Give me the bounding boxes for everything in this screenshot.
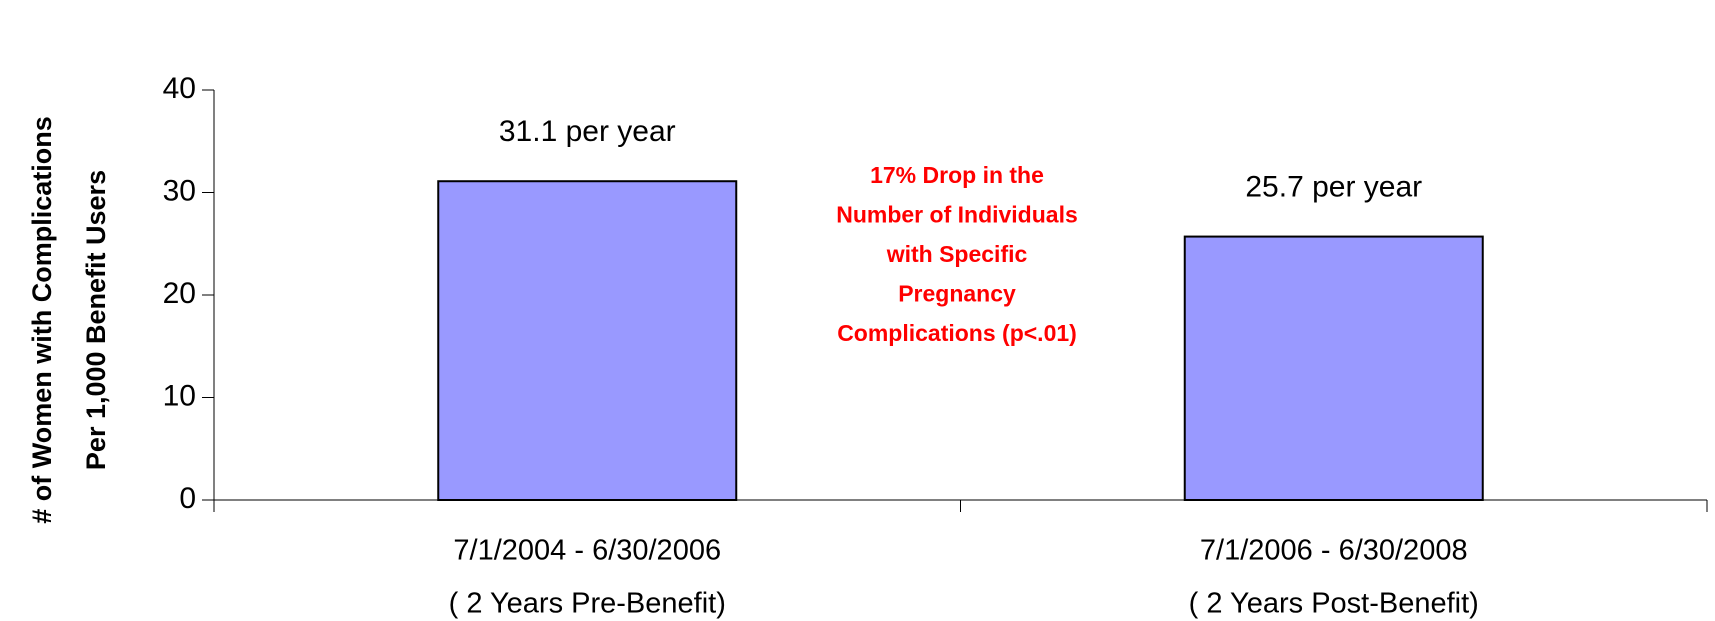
- value-label: 31.1 per year: [499, 115, 676, 148]
- y-tick-label: 30: [163, 174, 196, 207]
- annotation: Number of Individuals: [836, 202, 1078, 228]
- bar: [437, 180, 738, 501]
- y-tick-label: 20: [163, 277, 196, 310]
- value-label: 25.7 per year: [1245, 170, 1422, 203]
- annotation: with Specific: [886, 241, 1028, 267]
- x-tick-label: 7/1/2006 - 6/30/2008: [1200, 535, 1468, 567]
- y-axis-label: # of Women with Complications: [27, 116, 57, 524]
- y-tick-label: 10: [163, 379, 196, 412]
- y-tick-label: 40: [163, 72, 196, 105]
- annotation: Pregnancy: [898, 281, 1016, 307]
- annotation: 17% Drop in the: [870, 162, 1044, 188]
- x-tick-label: ( 2 Years Pre-Benefit): [449, 588, 726, 620]
- annotation: Complications (p<.01): [837, 320, 1077, 346]
- y-tick-label: 0: [179, 482, 196, 515]
- bar: [1183, 235, 1484, 501]
- x-tick-label: 7/1/2004 - 6/30/2006: [453, 535, 721, 567]
- x-tick-label: ( 2 Years Post-Benefit): [1189, 588, 1479, 620]
- y-axis-label: Per 1,000 Benefit Users: [81, 170, 111, 470]
